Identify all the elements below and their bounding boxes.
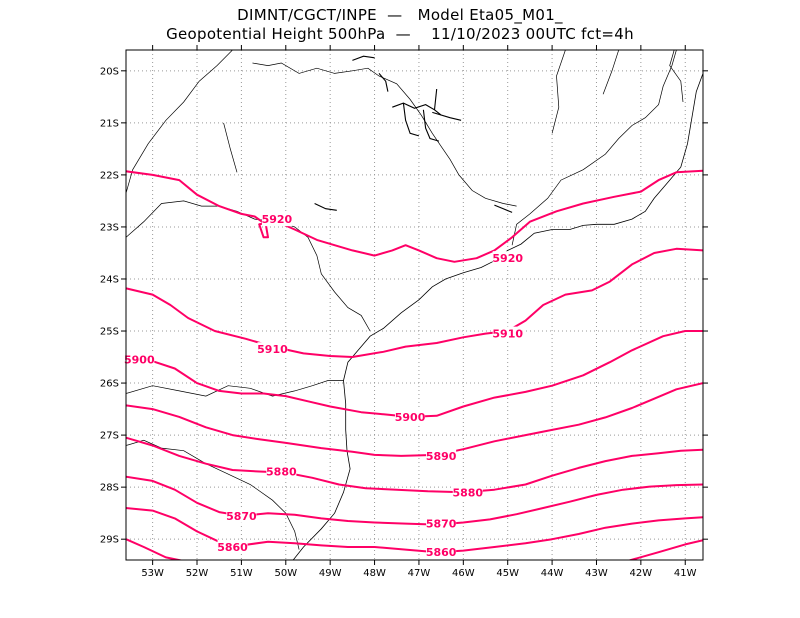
- lon-tick-label: 48W: [363, 568, 386, 579]
- state-border: [511, 50, 677, 246]
- lat-tick-label: 29S: [100, 535, 119, 546]
- contour-label: 5910: [492, 328, 523, 341]
- state-border: [126, 200, 371, 332]
- contour-label-bg: [492, 251, 523, 266]
- contour-label: 5900: [124, 354, 155, 367]
- reservoir: [352, 55, 375, 61]
- contour-label-bg: [257, 342, 288, 357]
- contour-label: 5880: [266, 466, 297, 479]
- contour-line-partial: [126, 538, 184, 560]
- contour-label-bg: [124, 352, 155, 367]
- lon-tick-label: 46W: [452, 568, 475, 579]
- state-border: [126, 439, 300, 550]
- lon-tick-label: 44W: [541, 568, 564, 579]
- contour-label-bg: [426, 448, 457, 463]
- lon-tick-label: 43W: [585, 568, 608, 579]
- contour-label-bg: [452, 485, 483, 500]
- lat-tick-label: 25S: [100, 327, 119, 338]
- contour-line-5900: [126, 330, 703, 418]
- reservoir: [494, 204, 513, 213]
- contour-label: 5860: [426, 546, 457, 559]
- lon-tick-label: 52W: [186, 568, 209, 579]
- lat-tick-label: 24S: [100, 274, 119, 285]
- lat-tick-label: 26S: [100, 379, 119, 390]
- reservoir: [314, 203, 337, 211]
- lon-tick-label: 50W: [274, 568, 297, 579]
- lat-tick-label: 23S: [100, 222, 119, 233]
- contour-line-5910: [126, 247, 703, 358]
- contour-label: 5900: [395, 411, 426, 424]
- reservoir: [392, 102, 442, 116]
- state-border: [126, 380, 344, 397]
- state-border: [602, 50, 620, 95]
- gridlines: [126, 50, 703, 560]
- reservoir: [402, 103, 420, 137]
- state-border: [551, 50, 566, 134]
- lat-tick-label: 27S: [100, 431, 119, 442]
- contour-line-5870: [126, 475, 703, 526]
- contour-label: 5880: [452, 486, 483, 499]
- contour-label: 5870: [426, 518, 457, 531]
- contour-label: 5920: [492, 252, 523, 265]
- contour-label: 5920: [262, 213, 293, 226]
- contour-line-5880: [126, 436, 703, 494]
- lat-tick-label: 20S: [100, 66, 119, 77]
- coastline: [343, 73, 703, 381]
- lon-tick-label: 47W: [408, 568, 431, 579]
- reservoir: [433, 88, 438, 110]
- contour-line-5920: [126, 169, 703, 263]
- contour-label-bg: [426, 516, 457, 531]
- contour-label-bg: [217, 539, 248, 554]
- contour-label-bg: [226, 508, 257, 523]
- contours: [126, 169, 703, 560]
- lat-tick-label: 22S: [100, 170, 119, 181]
- contour-label: 5860: [217, 541, 248, 554]
- contour-label: 5890: [426, 450, 457, 463]
- reservoir: [378, 73, 389, 92]
- geography: [126, 50, 703, 560]
- coastline: [292, 380, 351, 560]
- contour-line-partial: [627, 539, 703, 560]
- contour-label-bg: [426, 545, 457, 560]
- reservoir: [422, 109, 440, 142]
- contour-label-bg: [261, 212, 292, 227]
- contour-labels: 5920 5920 5910 5910 5900 5900 5890 5880 5880 5870…: [124, 212, 523, 560]
- axes: 53W 52W 51W 50W 49W 48W 47W 46W 45W 44W 43W 42W 41W 2…: [100, 45, 708, 579]
- lat-tick-label: 28S: [100, 483, 119, 494]
- plot-frame: [125, 49, 704, 561]
- lat-tick-label: 21S: [100, 118, 119, 129]
- lon-tick-label: 51W: [230, 568, 253, 579]
- lon-tick-label: 53W: [141, 568, 164, 579]
- contour-label-bg: [266, 464, 297, 479]
- contour-line-5890: [126, 382, 703, 457]
- lon-tick-label: 42W: [630, 568, 653, 579]
- chart-title-line2: Geopotential Height 500hPa — 11/10/2023 …: [166, 25, 634, 43]
- lon-tick-label: 41W: [674, 568, 697, 579]
- state-border: [223, 122, 238, 173]
- chart-title-line1: DIMNT/CGCT/INPE — Model Eta05_M01_: [237, 6, 563, 24]
- contour-label-bg: [395, 409, 426, 424]
- state-border: [126, 50, 233, 194]
- lon-tick-label: 45W: [496, 568, 519, 579]
- contour-label: 5910: [257, 343, 288, 356]
- contour-line-5860: [126, 507, 703, 554]
- state-border: [252, 62, 517, 207]
- contour-label: 5870: [226, 510, 257, 523]
- lon-tick-label: 49W: [319, 568, 342, 579]
- reservoir: [432, 111, 462, 121]
- contour-label-bg: [492, 326, 523, 341]
- state-border: [669, 50, 684, 103]
